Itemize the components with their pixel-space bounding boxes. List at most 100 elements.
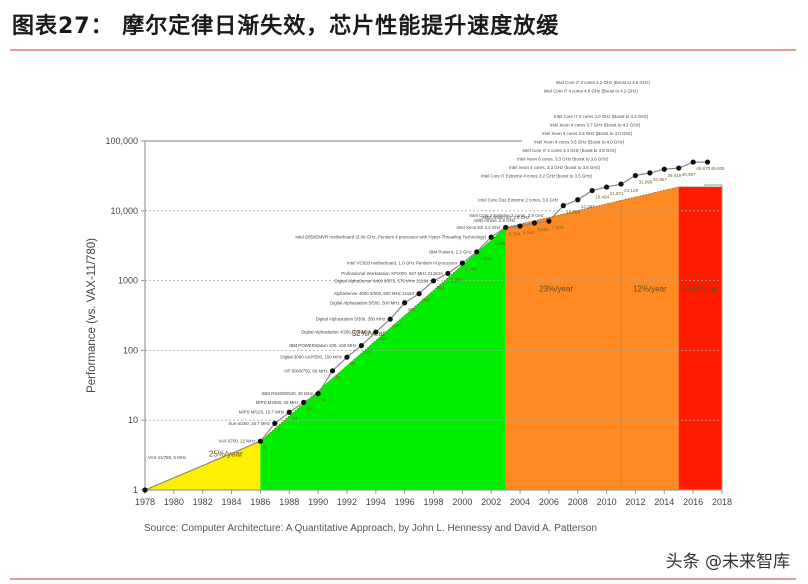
data-point <box>575 197 581 203</box>
data-point <box>445 270 451 277</box>
data-point <box>373 329 379 335</box>
x-tick-label: 1988 <box>279 497 299 507</box>
value-annotation: 24 <box>321 398 327 403</box>
growth-rate-label: 3.5%/year <box>682 284 718 293</box>
processor-label: Intel D850EMVR motherboard (3.06 GHz, Pe… <box>295 235 486 240</box>
y-tick-label: 1 <box>133 485 138 495</box>
value-annotation: 5 <box>263 445 266 450</box>
value-annotation: 51 <box>336 375 342 380</box>
x-tick-label: 1982 <box>193 497 213 507</box>
processor-label: MIPS M/120, 16.7 MHz <box>239 410 284 415</box>
value-annotation: 6,043 <box>523 230 535 235</box>
x-tick-label: 2018 <box>712 497 732 507</box>
data-point <box>142 487 148 493</box>
region-3 <box>621 186 679 490</box>
value-annotation: 21,871 <box>610 191 624 196</box>
processor-label: Digital Alphastation 5/500, 500 MHz <box>330 300 400 305</box>
processor-label: Intel Core i7 4 cores 4.0 GHz (Boost to … <box>544 88 639 93</box>
data-point <box>618 181 624 187</box>
value-annotation: 39,419 <box>667 173 681 178</box>
value-annotation: 14,387 <box>581 204 595 209</box>
y-tick-label: 10 <box>128 415 138 425</box>
data-point <box>632 172 639 179</box>
processor-label: Intel Core i7 4 cores 3.4 GHz (boost to … <box>522 148 616 153</box>
value-annotation: 49,935 <box>711 166 725 171</box>
processor-label: VAX-11/780, 5 MHz <box>148 455 186 460</box>
x-tick-label: 2010 <box>597 497 617 507</box>
data-point <box>430 278 437 284</box>
growth-rate-label: 12%/year <box>633 284 667 293</box>
value-annotation: 1,267 <box>451 277 463 282</box>
value-annotation: 649 <box>422 298 430 303</box>
x-tick-label: 2006 <box>539 497 559 507</box>
x-tick-label: 1998 <box>423 497 443 507</box>
data-point <box>589 187 595 194</box>
processor-label: Intel Xeon 4 cores 3.7 GHz (Boost to 4.1… <box>550 122 641 127</box>
processor-label: HP 9000/750, 66 MHz <box>284 368 327 373</box>
processor-label: Intel Xeon EE 3.2 GHz <box>456 225 500 230</box>
data-point <box>704 159 711 165</box>
value-annotation: 5,764 <box>509 232 521 237</box>
data-point <box>329 368 336 374</box>
processor-label: Intel Xeon 4 cores, 3.3 GHz (boost to 3.… <box>509 165 601 170</box>
value-annotation: 9 <box>278 427 281 432</box>
growth-rate-label: 23%/year <box>539 284 573 293</box>
data-point <box>272 420 278 426</box>
y-tick-label: 10,000 <box>110 206 138 216</box>
data-point <box>387 316 393 322</box>
processor-label: Intel VC820 motherboard, 1.0 GHz Pentium… <box>347 261 458 266</box>
value-annotation: 4,195 <box>494 241 506 246</box>
processor-label: Digital Alphastation 5/300, 300 MHz <box>316 317 386 322</box>
value-annotation: 280 <box>393 323 401 328</box>
data-point <box>402 300 408 306</box>
value-annotation: 11,865 <box>566 210 580 215</box>
y-tick-label: 1000 <box>118 276 138 286</box>
processor-label: Professional Workstation XP1000, 667 MHz… <box>341 271 443 276</box>
data-point <box>488 234 494 240</box>
x-tick-label: 1978 <box>135 497 155 507</box>
watermark: 头条 @未来智库 <box>665 552 790 572</box>
bottom-divider <box>10 578 796 580</box>
data-point <box>560 203 566 209</box>
value-annotation: 183 <box>379 336 387 341</box>
value-annotation: 80 <box>350 361 356 366</box>
processor-label: Intel Core 2 Extreme 2 cores, 2.9 GHz <box>469 213 543 218</box>
value-annotation: 993 <box>437 285 445 290</box>
processor-label: Intel Core i7 4 cores 4.0 GHz (Boost to … <box>554 114 649 119</box>
x-tick-label: 2012 <box>625 497 645 507</box>
x-tick-label: 2016 <box>683 497 703 507</box>
x-tick-label: 1990 <box>308 497 328 507</box>
processor-label: Sun-4/260, 16.7 MHz <box>228 421 270 426</box>
processor-label: IBM RS6000/540, 30 MHz <box>262 391 313 396</box>
x-tick-label: 1986 <box>250 497 270 507</box>
y-tick-label: 100 <box>123 345 138 355</box>
value-annotation: 49,870 <box>696 166 710 171</box>
data-point <box>690 159 696 165</box>
processor-label: Intel Core i7 4 cores 4.2 GHz (Boost to … <box>556 80 651 85</box>
processor-label: Intel Core Duo Extreme 2 cores, 3.0 GHz <box>478 198 558 203</box>
value-annotation: 34,967 <box>653 177 667 182</box>
title-divider <box>10 49 796 51</box>
data-point <box>474 249 480 255</box>
processor-label: Intel Core i7 Extreme 4 cores 3.2 GHz (b… <box>481 173 593 178</box>
y-axis-label: Performance (vs. VAX-11/780) <box>86 238 98 393</box>
data-point <box>661 166 667 172</box>
data-point <box>257 438 263 444</box>
region-4 <box>678 186 722 490</box>
value-annotation: 481 <box>408 307 416 312</box>
processor-label: IBM Power4, 1.3 GHz <box>429 249 471 254</box>
value-annotation: 31,999 <box>638 180 652 185</box>
processor-label: Intel Xeon 4 cores 3.6 GHz (Boost to 4.0… <box>534 139 625 144</box>
growth-rate-label: 25%/year <box>209 450 243 459</box>
data-point <box>344 354 350 360</box>
value-annotation: 6,681 <box>537 227 549 232</box>
processor-label: Digital Alphastation 4/266, 266 MHz <box>301 330 371 335</box>
x-tick-label: 2002 <box>481 497 501 507</box>
data-point <box>459 260 465 266</box>
value-annotation: 1,779 <box>465 267 477 272</box>
data-point <box>416 291 422 297</box>
region-1 <box>260 227 506 490</box>
region-2 <box>505 200 622 490</box>
data-point <box>676 165 682 171</box>
